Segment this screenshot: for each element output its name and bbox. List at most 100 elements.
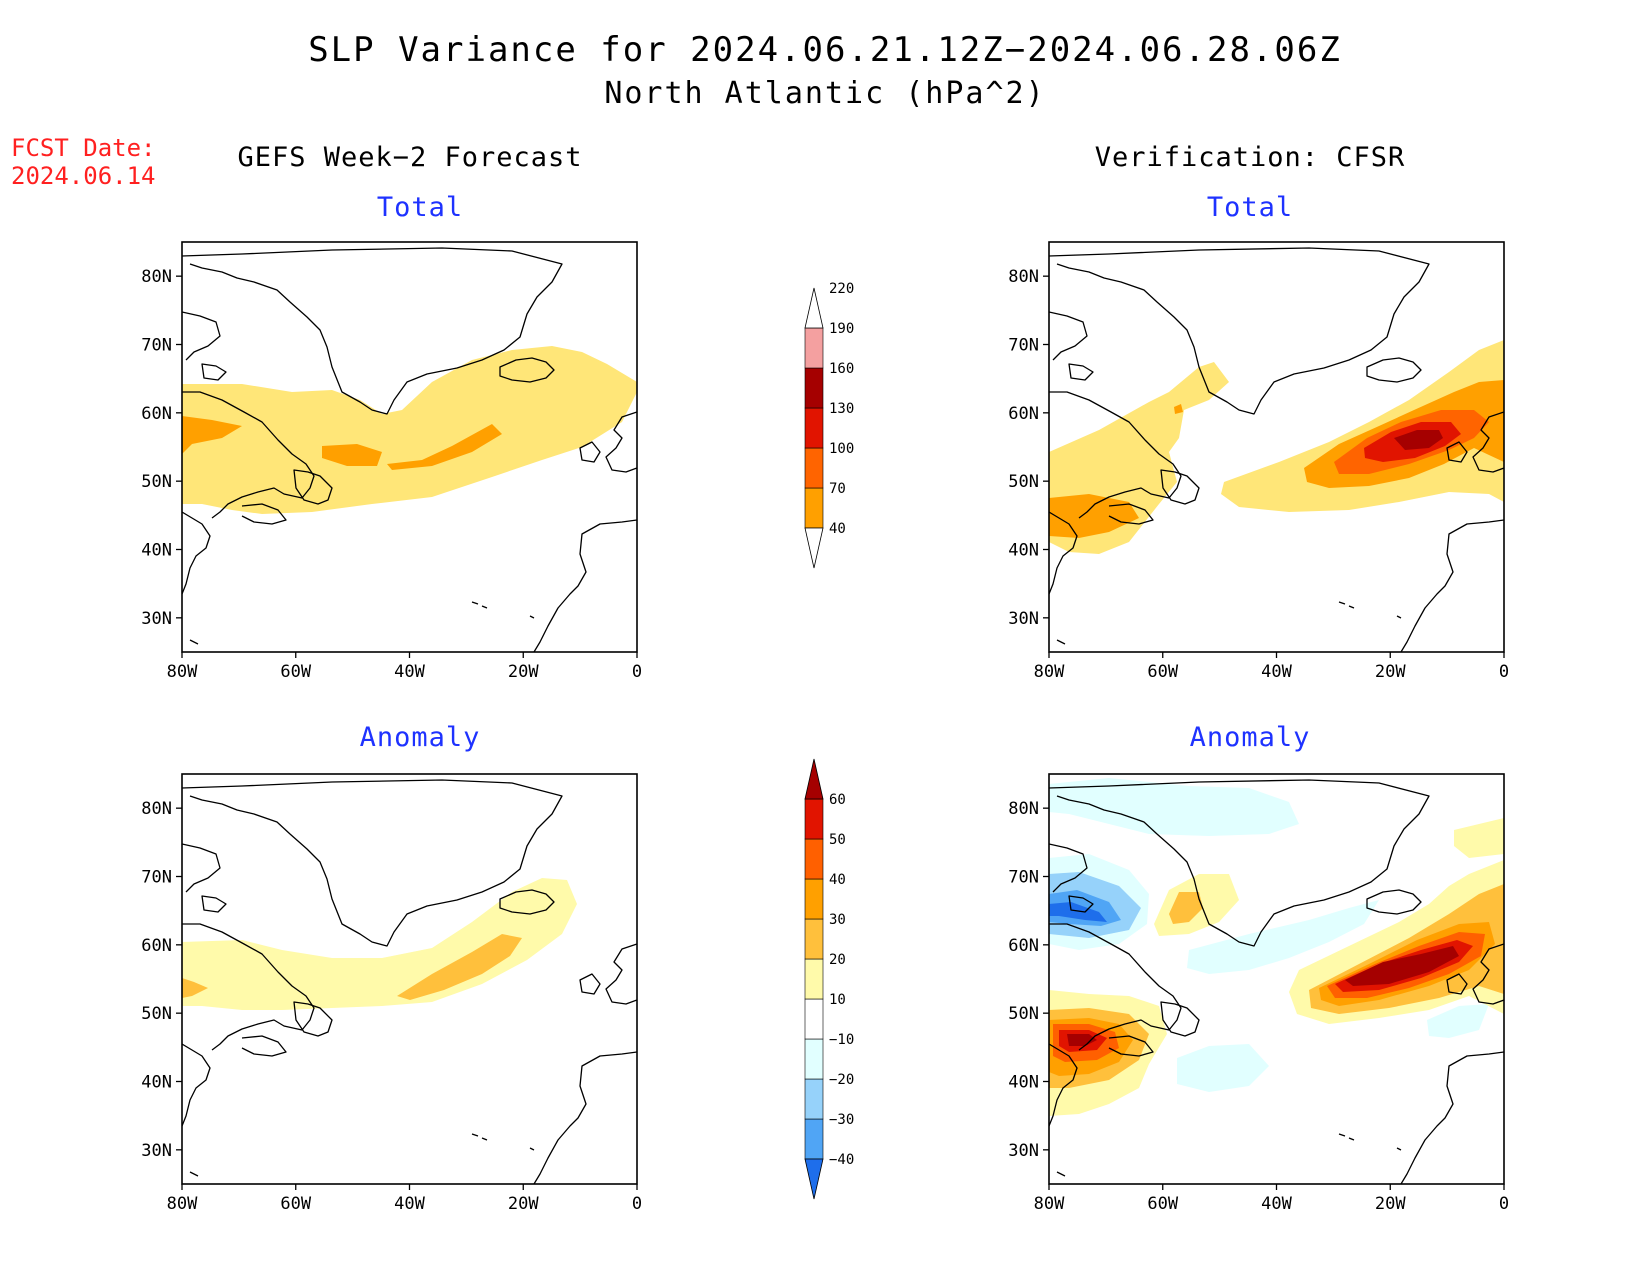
lat-tick-label: 40N xyxy=(141,541,172,561)
gefs-anom-contour-10 xyxy=(182,878,577,1010)
colorbar-level-label: 70 xyxy=(829,481,846,497)
lon-tick-label: 0 xyxy=(1499,662,1509,682)
lon-tick-label: 80W xyxy=(1034,1194,1065,1214)
panel-axes: 80N 70N 60N 50N 40N 30N 80W 60W 40W 20W 0 xyxy=(1008,799,1509,1214)
colorbar-bottom-triangle xyxy=(804,527,824,569)
colorbar-level-label: −10 xyxy=(829,1032,854,1048)
lon-tick-label: 60W xyxy=(1147,1194,1178,1214)
lon-tick-label: 40W xyxy=(394,662,425,682)
left-column-header: GEFS Week−2 Forecast xyxy=(237,142,583,173)
cfsr-anom-pos20b xyxy=(1169,892,1203,924)
lat-tick-label: 50N xyxy=(141,472,172,492)
chart-subtitle: North Atlantic (hPa^2) xyxy=(604,76,1046,111)
colorbar-swatch xyxy=(804,1118,824,1160)
panel-axes: 80N 70N 60N 50N 40N 30N 80W 60W 40W 20W 0 xyxy=(141,267,642,682)
cfsr-anom-pos60 xyxy=(1345,946,1459,986)
colorbar-level-label: 100 xyxy=(829,441,854,457)
lat-tick-label: 40N xyxy=(1008,541,1039,561)
colorbar-swatch xyxy=(804,798,824,840)
colorbar-level-label: −40 xyxy=(829,1152,854,1168)
lat-tick-label: 60N xyxy=(1008,404,1039,424)
lat-tick-label: 80N xyxy=(141,267,172,287)
lat-tick-label: 80N xyxy=(1008,267,1039,287)
right-column-header: Verification: CFSR xyxy=(1094,142,1406,173)
gefs-total-contour-40 xyxy=(182,346,637,514)
gefs-total-contour-70 xyxy=(182,416,242,454)
cfsr-anom-neg40 xyxy=(1049,902,1107,922)
bottom-left-subtitle: Anomaly xyxy=(359,722,481,753)
gefs-anom-contour-20b xyxy=(182,978,208,998)
colorbar-level-label: 160 xyxy=(829,361,854,377)
cfsr-anom-neg10-east xyxy=(1427,1004,1489,1038)
lon-tick-label: 40W xyxy=(394,1194,425,1214)
lon-tick-label: 60W xyxy=(280,1194,311,1214)
colorbar-total: 40 70 100 130 160 190 220 xyxy=(804,281,854,569)
bottom-right-subtitle: Anomaly xyxy=(1189,722,1311,753)
chart-title: SLP Variance for 2024.06.21.12Z−2024.06.… xyxy=(308,30,1342,70)
colorbar-top-triangle xyxy=(804,758,824,800)
lon-tick-label: 0 xyxy=(1499,1194,1509,1214)
fcst-date-label: FCST Date: xyxy=(11,134,156,162)
panel-gefs-anomaly xyxy=(181,773,638,1185)
colorbar-swatch xyxy=(804,958,824,1000)
lat-tick-label: 70N xyxy=(141,336,172,356)
colorbar-level-label: 10 xyxy=(829,992,846,1008)
colorbar-swatch xyxy=(804,918,824,960)
colorbar-swatch xyxy=(804,447,824,489)
lat-tick-label: 40N xyxy=(141,1073,172,1093)
panel-gefs-total xyxy=(181,241,638,653)
lat-tick-label: 50N xyxy=(1008,1004,1039,1024)
panel-cfsr-anomaly xyxy=(1048,773,1505,1185)
colorbar-level-label: 40 xyxy=(829,521,846,537)
colorbar-level-label: 220 xyxy=(829,281,854,297)
colorbar-swatch xyxy=(804,327,824,369)
lon-tick-label: 20W xyxy=(508,662,539,682)
lat-tick-label: 80N xyxy=(1008,799,1039,819)
colorbar-level-label: 190 xyxy=(829,321,854,337)
colorbar-level-label: 60 xyxy=(829,792,846,808)
colorbar-swatch xyxy=(804,838,824,880)
panel-cfsr-total xyxy=(1048,241,1505,653)
lat-tick-label: 60N xyxy=(1008,936,1039,956)
colorbar-level-label: −20 xyxy=(829,1072,854,1088)
colorbar-swatch xyxy=(804,1078,824,1120)
lon-tick-label: 0 xyxy=(632,1194,642,1214)
panel-axes: 80N 70N 60N 50N 40N 30N 80W 60W 40W 20W 0 xyxy=(1008,267,1509,682)
colorbar-swatch xyxy=(804,998,824,1040)
lat-tick-label: 30N xyxy=(141,1141,172,1161)
top-right-subtitle: Total xyxy=(1206,192,1294,223)
lat-tick-label: 80N xyxy=(141,799,172,819)
colorbar-level-label: 20 xyxy=(829,952,846,968)
cfsr-total-small xyxy=(1174,404,1183,414)
lat-tick-label: 70N xyxy=(141,868,172,888)
colorbar-level-label: 130 xyxy=(829,401,854,417)
lon-tick-label: 80W xyxy=(1034,662,1065,682)
lon-tick-label: 20W xyxy=(1375,1194,1406,1214)
lat-tick-label: 30N xyxy=(1008,1141,1039,1161)
lon-tick-label: 40W xyxy=(1261,1194,1292,1214)
lat-tick-label: 70N xyxy=(1008,868,1039,888)
lon-tick-label: 60W xyxy=(1147,662,1178,682)
lat-tick-label: 30N xyxy=(141,609,172,629)
lat-tick-label: 70N xyxy=(1008,336,1039,356)
lon-tick-label: 20W xyxy=(508,1194,539,1214)
colorbar-swatch xyxy=(804,1038,824,1080)
cfsr-anom-neg10-mid xyxy=(1187,900,1379,974)
top-left-subtitle: Total xyxy=(376,192,464,223)
lon-tick-label: 0 xyxy=(632,662,642,682)
cfsr-anom-neg10-north xyxy=(1049,778,1299,836)
fcst-date-value: 2024.06.14 xyxy=(11,162,156,190)
lon-tick-label: 60W xyxy=(280,662,311,682)
cfsr-anom-pos60b xyxy=(1067,1034,1097,1046)
colorbar-swatch xyxy=(804,367,824,409)
colorbar-swatch xyxy=(804,487,824,529)
lat-tick-label: 40N xyxy=(1008,1073,1039,1093)
colorbar-level-label: 30 xyxy=(829,912,846,928)
lat-tick-label: 30N xyxy=(1008,609,1039,629)
cfsr-total-contour-160 xyxy=(1394,430,1443,450)
lat-tick-label: 50N xyxy=(141,1004,172,1024)
lon-tick-label: 40W xyxy=(1261,662,1292,682)
lat-tick-label: 60N xyxy=(141,936,172,956)
lat-tick-label: 60N xyxy=(141,404,172,424)
